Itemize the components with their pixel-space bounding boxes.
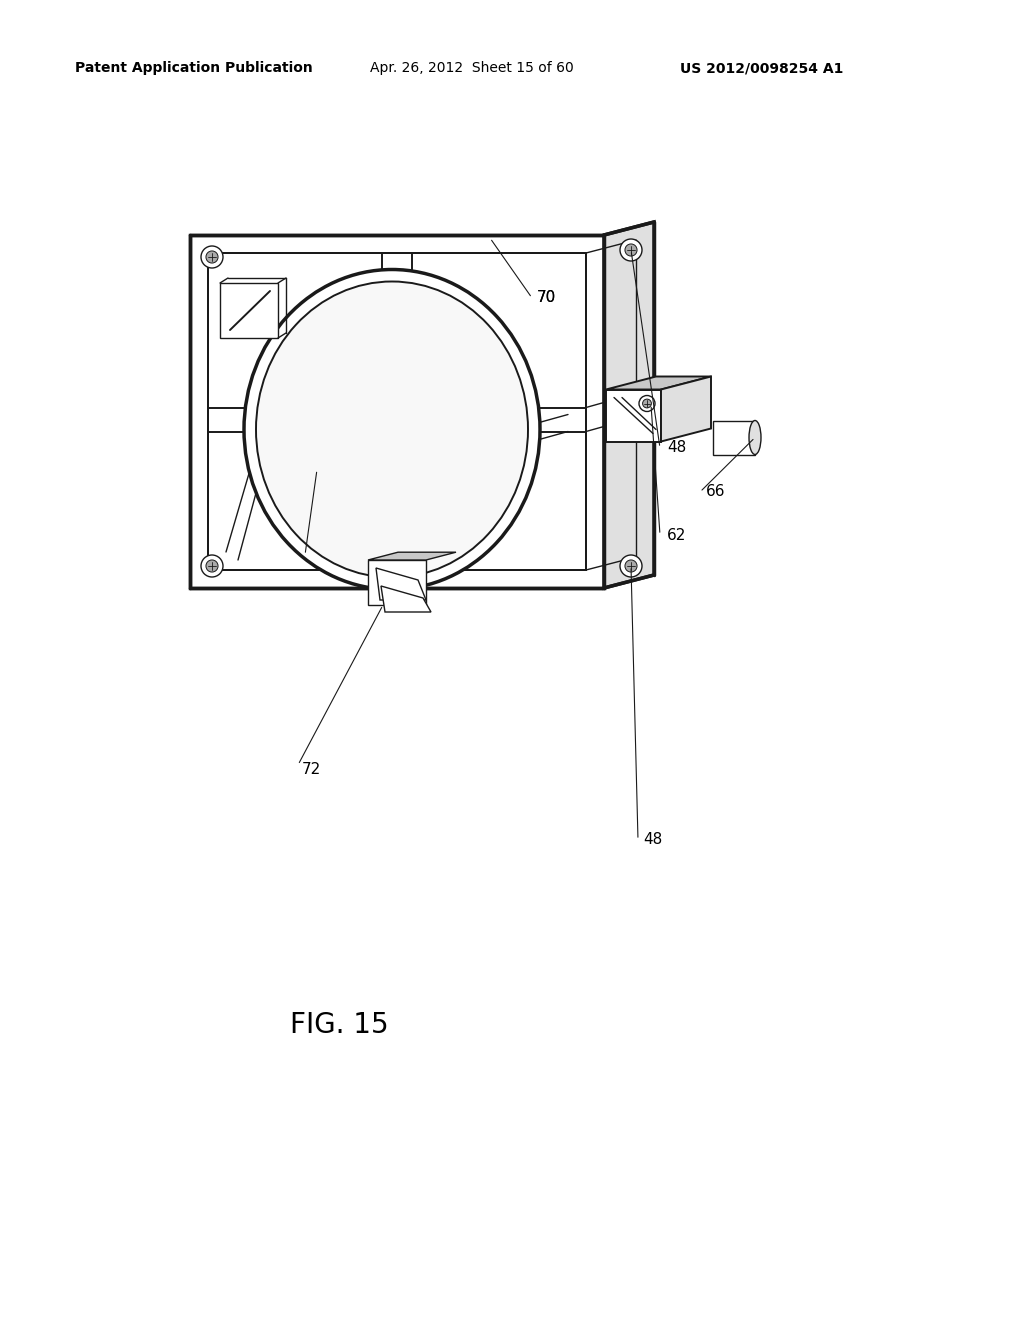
Ellipse shape: [639, 396, 655, 412]
Text: Patent Application Publication: Patent Application Publication: [75, 61, 312, 75]
Text: Apr. 26, 2012  Sheet 15 of 60: Apr. 26, 2012 Sheet 15 of 60: [370, 61, 573, 75]
Polygon shape: [606, 376, 711, 389]
Ellipse shape: [620, 554, 642, 577]
Polygon shape: [381, 586, 431, 612]
Polygon shape: [376, 568, 426, 601]
Text: 72: 72: [302, 763, 322, 777]
Text: 70: 70: [537, 290, 556, 305]
Text: 62: 62: [667, 528, 686, 543]
Ellipse shape: [201, 554, 223, 577]
Polygon shape: [662, 376, 711, 441]
Polygon shape: [190, 235, 604, 587]
Text: 32: 32: [310, 548, 330, 562]
Text: 70: 70: [537, 290, 556, 305]
Ellipse shape: [625, 244, 637, 256]
Ellipse shape: [244, 269, 540, 590]
Ellipse shape: [206, 560, 218, 572]
Ellipse shape: [620, 239, 642, 261]
Polygon shape: [604, 222, 654, 587]
Text: 66: 66: [706, 484, 725, 499]
Polygon shape: [713, 421, 755, 454]
Ellipse shape: [206, 251, 218, 263]
Ellipse shape: [201, 246, 223, 268]
Ellipse shape: [643, 399, 651, 408]
Ellipse shape: [256, 281, 528, 578]
Polygon shape: [606, 389, 662, 441]
Polygon shape: [208, 253, 586, 570]
Ellipse shape: [625, 560, 637, 572]
Polygon shape: [368, 560, 426, 605]
Polygon shape: [220, 282, 278, 338]
Ellipse shape: [749, 421, 761, 454]
Text: US 2012/0098254 A1: US 2012/0098254 A1: [680, 61, 844, 75]
Text: 48: 48: [667, 441, 686, 455]
Text: FIG. 15: FIG. 15: [290, 1011, 389, 1039]
Text: 48: 48: [643, 833, 663, 847]
Polygon shape: [368, 552, 456, 560]
